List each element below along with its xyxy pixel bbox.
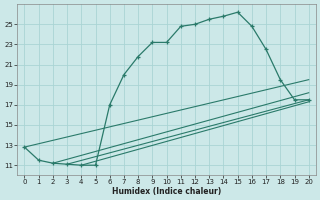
X-axis label: Humidex (Indice chaleur): Humidex (Indice chaleur) (112, 187, 221, 196)
